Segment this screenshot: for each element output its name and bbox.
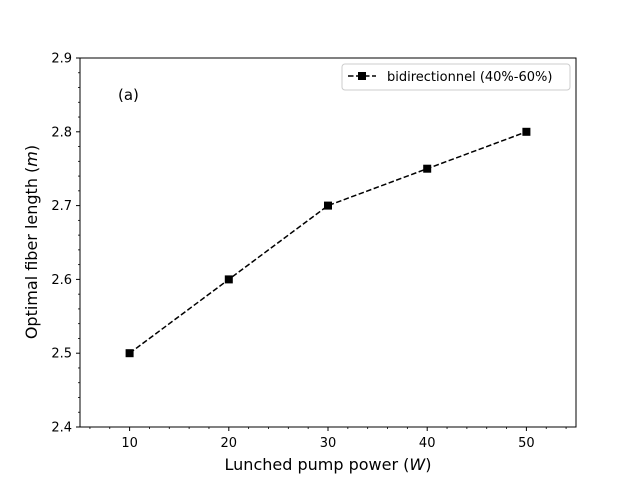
y-tick-label: 2.8	[51, 125, 72, 140]
x-tick-label: 50	[518, 436, 535, 451]
y-tick-label: 2.4	[51, 421, 72, 436]
x-tick-label: 10	[121, 436, 138, 451]
plot-area	[80, 58, 576, 427]
y-axis-label: Optimal fiber length (m)	[22, 145, 41, 339]
data-point	[224, 275, 233, 284]
x-tick-label: 20	[221, 436, 238, 451]
y-tick-label: 2.9	[51, 52, 72, 67]
major-ticks: 10 20 30 40 50 2.4 2.5 2.6 2.7 2.8 2.9	[51, 52, 534, 452]
x-tick-label: 40	[419, 436, 436, 451]
data-point	[125, 349, 134, 358]
panel-label: (a)	[118, 86, 139, 104]
legend-marker-sample	[358, 72, 366, 80]
data-point	[324, 201, 332, 210]
y-tick-label: 2.5	[51, 347, 72, 362]
data-point	[522, 127, 531, 136]
series-line	[129, 131, 527, 354]
y-tick-label: 2.6	[51, 273, 72, 288]
x-axis-label: Lunched pump power (W)	[225, 455, 432, 474]
legend: bidirectionnel (40%-60%)	[341, 63, 571, 91]
data-point	[423, 164, 432, 173]
y-tick-label: 2.7	[51, 199, 72, 214]
series-layer	[125, 127, 531, 358]
plot-frame	[79, 57, 577, 428]
legend-box	[341, 63, 571, 91]
x-tick-label: 30	[320, 436, 337, 451]
legend-label: bidirectionnel (40%-60%)	[387, 70, 552, 85]
